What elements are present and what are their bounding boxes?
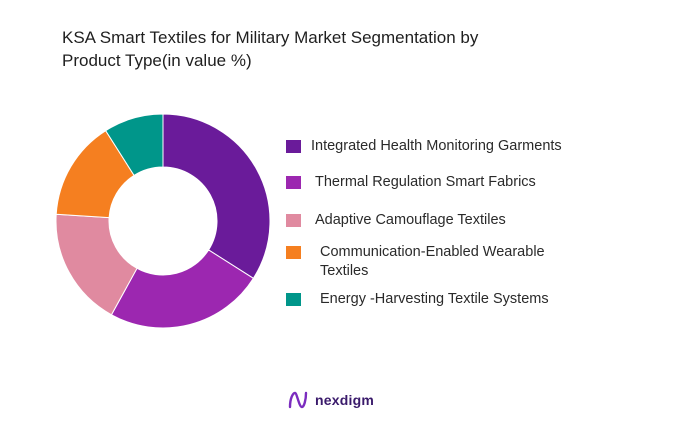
legend-label: Communication-Enabled Wearable Textiles [320,244,545,279]
legend-item-adaptive-camouflage: Adaptive Camouflage Textiles [286,211,605,230]
nexdigm-logo-icon [288,391,308,409]
legend-swatch [286,246,301,259]
legend-swatch [286,140,301,153]
legend-label: Thermal Regulation Smart Fabrics [315,174,536,190]
nexdigm-logo: nexdigm [288,390,374,410]
legend-item-energy-harvesting: Energy -Harvesting Textile Systems [286,290,610,309]
donut-slice-health-monitoring [162,113,271,280]
legend-label: Adaptive Camouflage Textiles [315,212,506,228]
donut-slice-energy-harvesting [104,113,164,177]
donut-slice-adaptive-camouflage [55,213,138,316]
donut-slice-thermal-regulation [110,249,255,329]
legend-swatch [286,293,301,306]
legend-label: Energy -Harvesting Textile Systems [320,291,549,307]
legend-label: Integrated Health Monitoring Garments [311,138,562,154]
chart-title: KSA Smart Textiles for Military Market S… [62,28,479,70]
legend-swatch [286,214,301,227]
legend-item-health-monitoring: Integrated Health Monitoring Garments [286,137,601,156]
legend-item-thermal-regulation: Thermal Regulation Smart Fabrics [286,173,605,192]
brand-name: nexdigm [315,392,374,408]
legend-item-communication-enabled: Communication-Enabled Wearable Textiles [286,243,590,281]
legend-swatch [286,176,301,189]
